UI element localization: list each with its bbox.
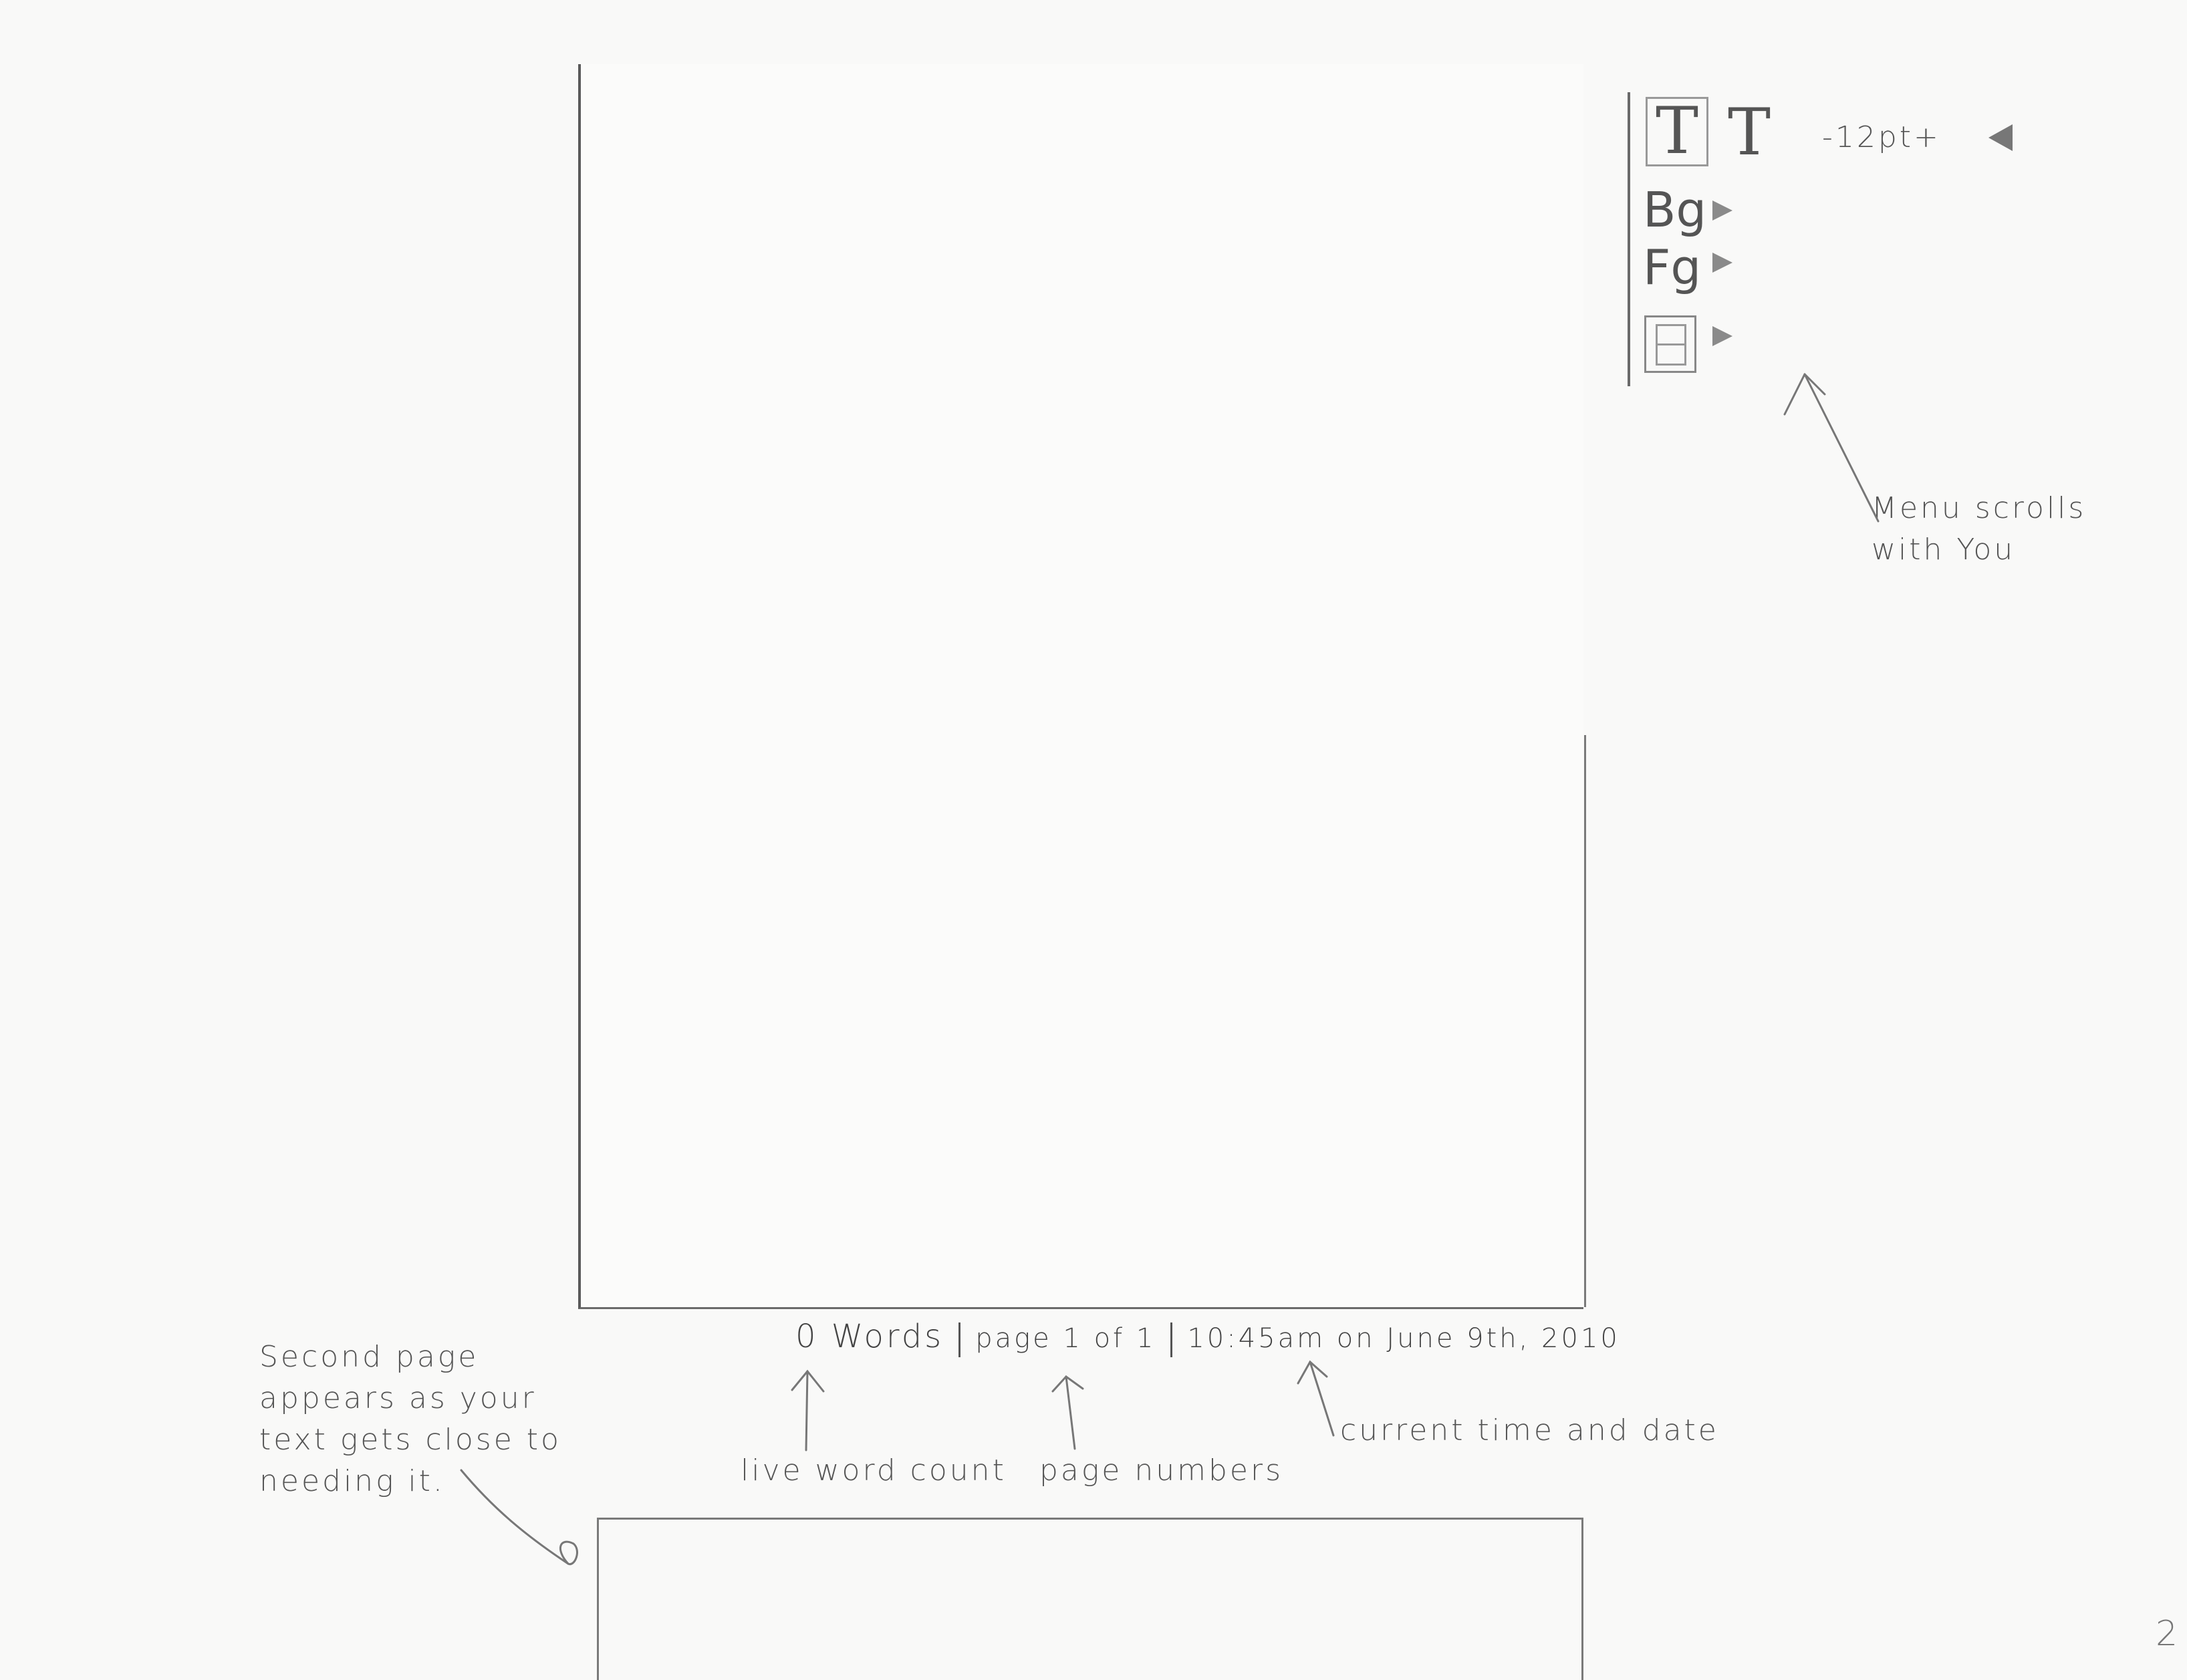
text-style-sans-icon[interactable]: T [1728,95,1771,170]
editor-page-second[interactable] [597,1518,1583,1680]
annotation-line: Menu scrolls [1872,491,2087,525]
layout-icon[interactable] [1644,315,1696,373]
play-triangle-icon[interactable] [1712,253,1732,273]
annotation-second-page: Second page appears as your text gets cl… [259,1337,561,1502]
annotation-line: text gets close to [259,1423,561,1457]
menu-arrow [1803,373,1880,523]
text-style-serif-icon[interactable]: T [1646,97,1708,166]
word-count-arrowhead [791,1369,825,1393]
menu-arrowhead [1783,373,1826,416]
word-count-arrow [805,1370,809,1451]
collapse-triangle-icon[interactable] [1988,124,2013,151]
second-page-arrowhead [559,1540,578,1566]
play-triangle-icon[interactable] [1712,200,1732,221]
foreground-color-label[interactable]: Fg [1643,239,1702,295]
page-numbers-arrowhead [1051,1375,1084,1393]
page-indicator: page 1 of 1 [975,1323,1156,1354]
annotation-menu-scrolls: Menu scrolls with You [1872,488,2086,571]
annotation-live-word-count: live word count [741,1453,1007,1488]
annotation-line: appears as your [259,1381,537,1415]
sheet-number: 2 [2156,1614,2181,1654]
divider [958,1322,961,1357]
time-arrow [1309,1361,1335,1437]
status-bar: 0 Words page 1 of 1 10:45am on June 9th, 2… [795,1318,1620,1357]
time-arrowhead [1297,1360,1328,1385]
annotation-line: Second page [259,1340,479,1374]
font-size-stepper[interactable]: -12pt+ [1822,120,1941,154]
page-numbers-arrow [1065,1375,1076,1450]
second-page-arrow [460,1469,569,1565]
annotation-line: with You [1872,533,2016,567]
annotation-page-numbers: page numbers [1039,1453,1284,1488]
word-count: 0 Words [795,1318,944,1355]
play-triangle-icon[interactable] [1712,326,1732,346]
time-date: 10:45am on June 9th, 2010 [1187,1323,1620,1354]
divider [1170,1322,1173,1357]
editor-page[interactable] [578,64,1583,1309]
annotation-current-time: current time and date [1340,1413,1719,1447]
background-color-label[interactable]: Bg [1643,182,1707,238]
page-edge-line [1584,735,1586,1307]
annotation-line: needing it. [259,1464,445,1498]
floating-menu [1628,92,2098,386]
